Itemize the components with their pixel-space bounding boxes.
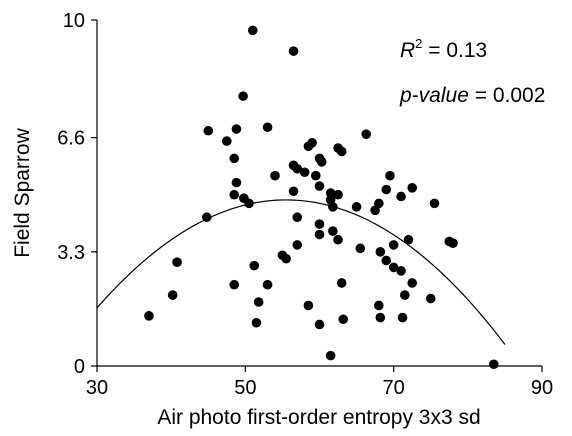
data-point	[167, 290, 178, 300]
data-point	[338, 314, 349, 325]
data-point	[292, 163, 303, 174]
x-tick-label: 70	[383, 377, 405, 399]
data-point	[201, 212, 212, 223]
data-point	[336, 278, 347, 288]
data-point	[375, 247, 386, 257]
data-point	[262, 279, 273, 290]
r2-value: = 0.13	[422, 39, 487, 62]
data-point	[247, 25, 258, 36]
data-point	[310, 170, 321, 181]
data-point	[388, 262, 399, 273]
data-point	[251, 317, 262, 328]
data-point	[385, 170, 395, 181]
x-tick-label: 90	[531, 377, 553, 399]
data-point	[231, 124, 242, 134]
x-ticks: 30 50 70 90	[86, 366, 553, 399]
data-point	[374, 198, 384, 209]
data-point	[396, 191, 406, 202]
data-point	[221, 136, 232, 146]
data-point	[397, 312, 408, 323]
data-point	[325, 350, 336, 361]
data-point	[292, 240, 303, 250]
data-point	[361, 129, 372, 139]
data-point	[448, 238, 458, 248]
data-points	[144, 25, 499, 370]
data-point	[288, 186, 299, 197]
data-point	[281, 253, 291, 264]
y-axis-title: Field Sparrow	[11, 127, 34, 257]
r2-superscript: 2	[415, 36, 422, 51]
data-point	[381, 255, 392, 266]
y-ticks: 0 3.3 6.6 10	[57, 10, 97, 378]
data-point	[303, 300, 314, 311]
data-point	[336, 146, 347, 157]
data-point	[325, 188, 336, 198]
data-point	[144, 311, 154, 321]
data-point	[314, 319, 325, 330]
x-axis-title: Air photo first-order entropy 3x3 sd	[157, 406, 480, 429]
p-value-label: p-value	[399, 84, 469, 107]
data-point	[355, 243, 366, 254]
data-point	[333, 189, 343, 200]
data-point	[229, 279, 240, 290]
data-point	[407, 183, 418, 193]
data-point	[351, 202, 362, 212]
fit-curve	[96, 199, 506, 345]
data-point	[314, 229, 325, 240]
data-point	[314, 181, 325, 191]
y-tick-label: 10	[63, 10, 85, 32]
data-point	[249, 260, 260, 271]
data-point	[328, 226, 338, 236]
data-point	[203, 125, 214, 136]
data-point	[314, 219, 325, 229]
axes	[96, 20, 542, 367]
data-point	[328, 202, 338, 212]
data-point	[229, 189, 240, 200]
data-point	[288, 46, 299, 56]
r2-symbol: R	[400, 39, 415, 62]
data-point	[316, 157, 327, 167]
x-tick-label: 50	[234, 377, 256, 399]
y-tick-label: 3.3	[57, 242, 85, 264]
data-point	[172, 257, 182, 268]
data-point	[333, 234, 343, 245]
data-point	[244, 198, 254, 209]
data-point	[238, 91, 248, 101]
r-squared-annotation: R2 = 0.13	[400, 36, 487, 62]
data-point	[374, 300, 384, 311]
data-point	[253, 297, 264, 307]
data-point	[262, 122, 273, 133]
y-tick-label: 0	[74, 356, 85, 378]
data-point	[429, 198, 440, 209]
x-tick-label: 30	[86, 377, 108, 399]
p-value-value: = 0.002	[469, 84, 545, 107]
data-point	[375, 312, 386, 323]
data-point	[399, 290, 410, 300]
data-point	[270, 170, 280, 181]
data-point	[396, 266, 406, 276]
data-point	[299, 167, 310, 178]
data-point	[229, 153, 240, 164]
p-value-annotation: p-value = 0.002	[399, 84, 545, 107]
data-point	[307, 138, 317, 148]
data-point	[403, 234, 414, 245]
data-point	[407, 278, 418, 288]
data-point	[381, 184, 392, 195]
data-point	[292, 212, 303, 223]
data-point	[231, 177, 242, 188]
data-point	[388, 240, 399, 250]
y-tick-label: 6.6	[57, 128, 85, 150]
data-point	[425, 293, 436, 304]
data-point	[488, 359, 499, 370]
